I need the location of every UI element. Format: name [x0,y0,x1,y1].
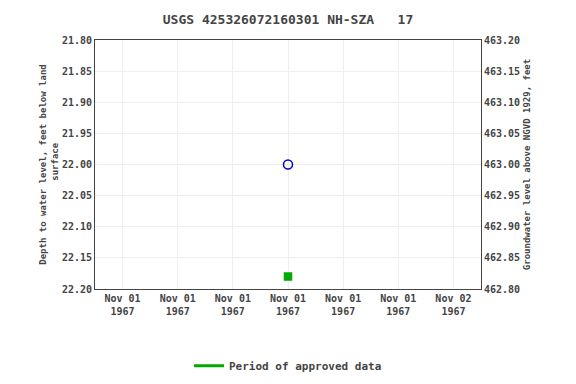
svg-text:Groundwater level above NGVD 1: Groundwater level above NGVD 1929, feet [522,59,532,270]
svg-text:Nov 011967: Nov 011967 [380,293,416,317]
svg-text:463.15: 463.15 [484,66,520,77]
svg-text:Nov 011967: Nov 011967 [270,293,306,317]
svg-text:22.20: 22.20 [62,284,92,295]
svg-text:Nov 011967: Nov 011967 [160,293,196,317]
svg-text:Depth to water level, feet bel: Depth to water level, feet below land su… [38,64,60,264]
svg-text:463.05: 463.05 [484,128,520,139]
svg-text:Nov 011967: Nov 011967 [215,293,251,317]
svg-text:462.90: 462.90 [484,221,520,232]
svg-text:USGS 425326072160301 NH-SZA: USGS 425326072160301 NH-SZA 17 [163,12,413,27]
svg-text:463.10: 463.10 [484,97,520,108]
svg-text:22.05: 22.05 [62,190,92,201]
svg-text:Period of approved data: Period of approved data [229,360,381,373]
svg-text:21.85: 21.85 [62,66,92,77]
svg-text:22.15: 22.15 [62,252,92,263]
svg-text:462.85: 462.85 [484,252,520,263]
svg-text:22.00: 22.00 [62,159,92,170]
svg-text:22.10: 22.10 [62,221,92,232]
svg-text:Nov 011967: Nov 011967 [325,293,361,317]
svg-text:463.20: 463.20 [484,35,520,46]
svg-text:463.00: 463.00 [484,159,520,170]
svg-text:21.95: 21.95 [62,128,92,139]
svg-text:462.80: 462.80 [484,284,520,295]
svg-text:Nov 021967: Nov 021967 [435,293,471,317]
svg-text:462.95: 462.95 [484,190,520,201]
svg-text:Nov 011967: Nov 011967 [105,293,141,317]
svg-text:21.90: 21.90 [62,97,92,108]
svg-text:21.80: 21.80 [62,35,92,46]
